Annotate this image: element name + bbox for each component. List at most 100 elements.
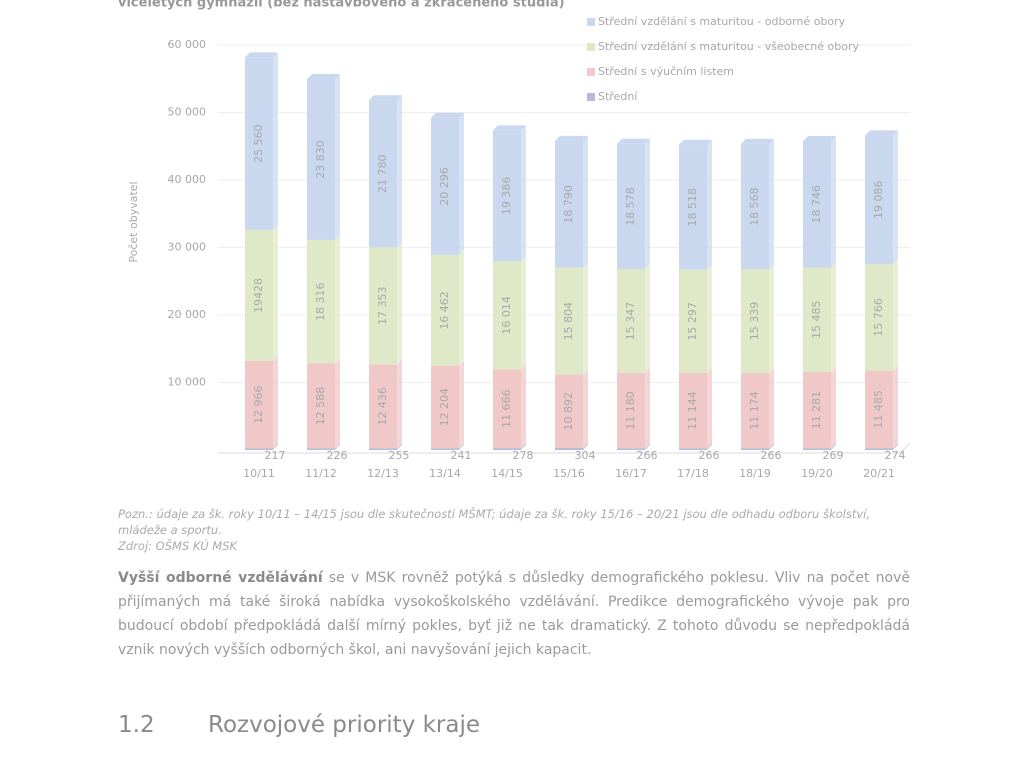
bar-segment [369, 100, 397, 248]
bar-top [431, 112, 464, 118]
bar-side [769, 264, 774, 373]
bar-side [583, 442, 588, 450]
bar-side [521, 443, 526, 450]
bar-segment [741, 448, 769, 450]
value-label: 15 339 [748, 302, 761, 341]
value-label: 19 086 [872, 181, 885, 220]
legend-label: Střední s výučním listem [598, 65, 734, 78]
bar-side [335, 74, 340, 240]
chart: víceletých gymnázií (bez nástavbového a … [118, 0, 911, 480]
value-label: 19428 [252, 278, 265, 313]
value-label: 274 [885, 449, 906, 462]
value-label: 15 766 [872, 298, 885, 337]
bar-side [893, 443, 898, 450]
bar-side [645, 367, 650, 449]
value-label: 266 [637, 449, 658, 462]
value-label: 16 462 [438, 291, 451, 330]
value-label: 18 578 [624, 187, 637, 226]
bar-segment [431, 117, 459, 255]
bar-side [521, 256, 526, 370]
bar-segment [803, 372, 831, 449]
value-label: 15 485 [810, 301, 823, 340]
value-label: 18 790 [562, 185, 575, 224]
value-label: 11 180 [624, 391, 637, 430]
bar-side [335, 443, 340, 450]
bar-segment [865, 135, 893, 265]
value-label: 269 [823, 449, 844, 462]
bar-segment [803, 267, 831, 373]
x-tick-label: 10/11 [243, 467, 275, 480]
bar-segment [307, 239, 335, 364]
bar-segment [307, 79, 335, 240]
bar-segment [679, 372, 707, 449]
bar-top [803, 135, 836, 141]
bar-segment [369, 364, 397, 449]
bar-top [555, 135, 588, 141]
bar-side [707, 139, 712, 270]
bar-top [493, 125, 526, 131]
bar-segment [369, 448, 397, 450]
value-label: 10 892 [562, 392, 575, 431]
legend-swatch [587, 68, 595, 76]
bar-segment [493, 130, 521, 262]
bar-side [459, 112, 464, 255]
value-label: 15 804 [562, 302, 575, 341]
x-tick-label: 14/15 [491, 467, 523, 480]
bar-side [707, 443, 712, 450]
value-label: 25 560 [252, 124, 265, 163]
bar-side [583, 135, 588, 268]
legend-label: Střední [598, 90, 638, 103]
bar-side [397, 242, 402, 365]
legend-swatch [587, 43, 595, 51]
bar-side [893, 365, 898, 449]
bar-segment [741, 143, 769, 270]
value-label: 19 386 [500, 177, 513, 216]
value-label: 15 297 [686, 302, 699, 341]
bar-segment [369, 247, 397, 365]
bar-side [273, 224, 278, 362]
value-label: 18 568 [748, 187, 761, 226]
bar-side [583, 369, 588, 448]
bar-side [893, 130, 898, 265]
value-label: 255 [389, 449, 410, 462]
bar-side [459, 360, 464, 449]
bar-side [583, 262, 588, 375]
bar-top [617, 138, 650, 144]
bar-segment [617, 448, 645, 450]
bar-segment [679, 269, 707, 373]
bar-segment [245, 229, 273, 362]
bar-side [335, 358, 340, 449]
value-label: 15 347 [624, 302, 637, 341]
bar-segment [617, 143, 645, 270]
bar-side [645, 264, 650, 373]
bar-segment [493, 448, 521, 450]
bar-segment [555, 140, 583, 268]
bold-lead: Vyšší odborné vzdělávání [118, 570, 323, 586]
paragraph-text: se v MSK rovněž potýká s důsledky demogr… [118, 570, 910, 658]
y-tick-label: 10 000 [168, 376, 207, 389]
value-label: 17 353 [376, 287, 389, 326]
bar-side [893, 259, 898, 371]
bar-top [741, 138, 774, 144]
bar-side [521, 125, 526, 262]
value-label: 11 666 [500, 390, 513, 429]
bar-top [865, 130, 898, 136]
bar-segment [493, 369, 521, 449]
value-label: 11 281 [810, 391, 823, 430]
bar-top [245, 52, 278, 58]
bar-segment [555, 374, 583, 448]
y-axis-label: Počet obyvatel [127, 181, 140, 262]
value-label: 20 296 [438, 167, 451, 206]
bar-side [645, 443, 650, 450]
x-tick-label: 13/14 [429, 467, 461, 480]
bar-side [397, 359, 402, 449]
heading-number: 1.2 [118, 712, 155, 738]
bar-side [831, 367, 836, 449]
bar-side [273, 52, 278, 230]
bar-side [769, 367, 774, 449]
legend-label: Střední vzdělání s maturitou - odborné o… [598, 15, 846, 28]
bar-side [831, 443, 836, 450]
bar-segment [493, 261, 521, 370]
legend-label: Střední vzdělání s maturitou - všeobecné… [598, 40, 859, 53]
